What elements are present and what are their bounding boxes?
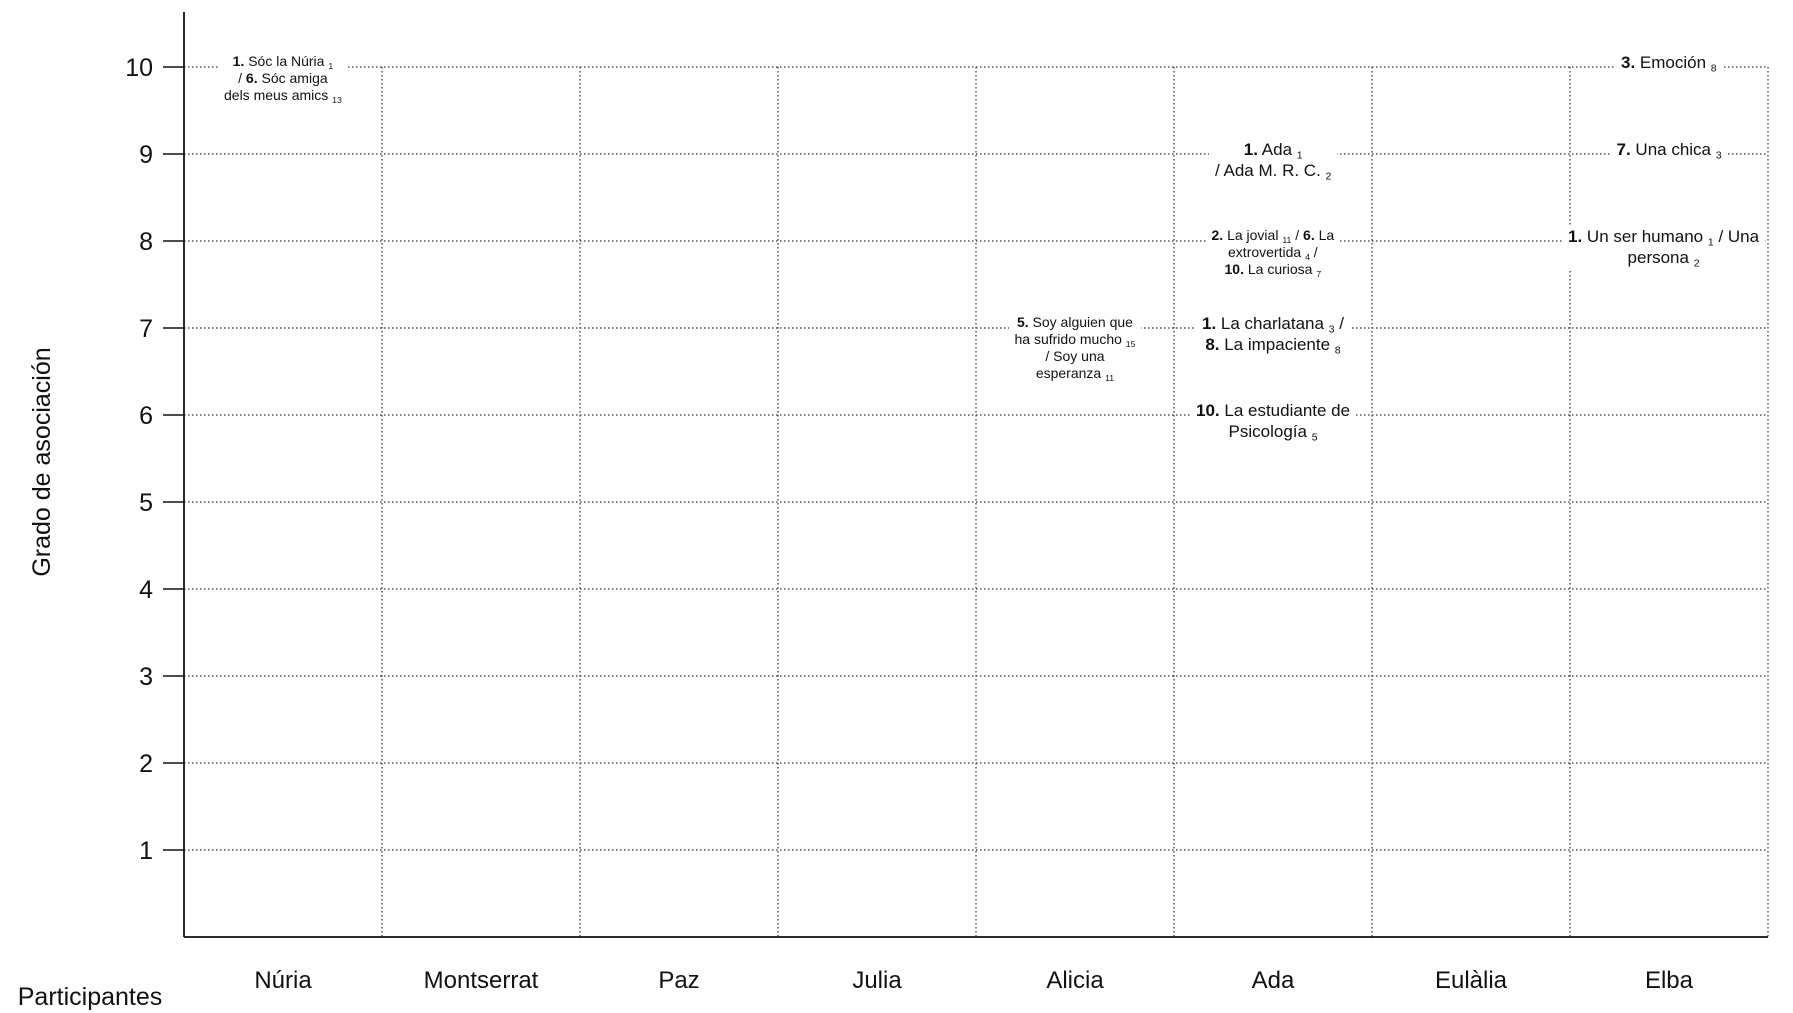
x-tick-label: Paz [658, 967, 699, 994]
axis-labels: Participantes Grado de asociación [18, 347, 163, 1011]
data-label: 10. La estudiante de Psicología 5 [1190, 399, 1357, 445]
y-tick-label: 4 [139, 576, 153, 604]
data-label: 2. La jovial 11 / 6. La extrovertida 4 /1… [1205, 225, 1341, 281]
y-tick-label: 3 [139, 663, 153, 691]
data-label: 1. Un ser humano 1 / Una persona 2 [1562, 225, 1766, 271]
y-tick-label: 9 [139, 141, 153, 169]
data-label: 3. Emoción 8 [1615, 51, 1723, 76]
x-tick-label: Eulàlia [1435, 967, 1508, 994]
x-axis-title: Participantes [18, 983, 163, 1011]
y-tick-label: 8 [139, 228, 153, 256]
x-tick-label: Elba [1645, 967, 1694, 994]
y-tick-label: 6 [139, 402, 153, 430]
y-tick-label: 2 [139, 750, 153, 778]
data-label: 1. Sóc la Núria 1/ 6. Sóc amiga dels meus… [218, 51, 348, 107]
x-tick-label: Alicia [1046, 967, 1104, 994]
grid-lines [184, 66, 1769, 937]
data-label: 5. Soy alguien que ha sufrido mucho 15/ S… [1008, 312, 1142, 385]
data-label: 1. Ada 1/ Ada M. R. C. 2 [1209, 138, 1338, 184]
y-tick-label: 7 [139, 315, 153, 343]
x-tick-label: Julia [852, 967, 902, 994]
axes: 1 2 3 4 5 6 7 8 9 10 Núria Montserrat Paz Julia Alicia… [125, 12, 1768, 994]
data-label: 7. Una chica 3 [1610, 138, 1728, 163]
y-tick-label: 10 [125, 54, 153, 82]
y-tick-label: 5 [139, 489, 153, 517]
y-axis-title: Grado de asociación [28, 347, 56, 576]
x-tick-label: Ada [1252, 967, 1295, 994]
x-tick-label: Núria [254, 967, 312, 994]
x-tick-label: Montserrat [424, 967, 539, 994]
y-tick-label: 1 [139, 837, 153, 865]
data-label: 1. La charlatana 3 /8. La impaciente 8 [1196, 312, 1350, 358]
